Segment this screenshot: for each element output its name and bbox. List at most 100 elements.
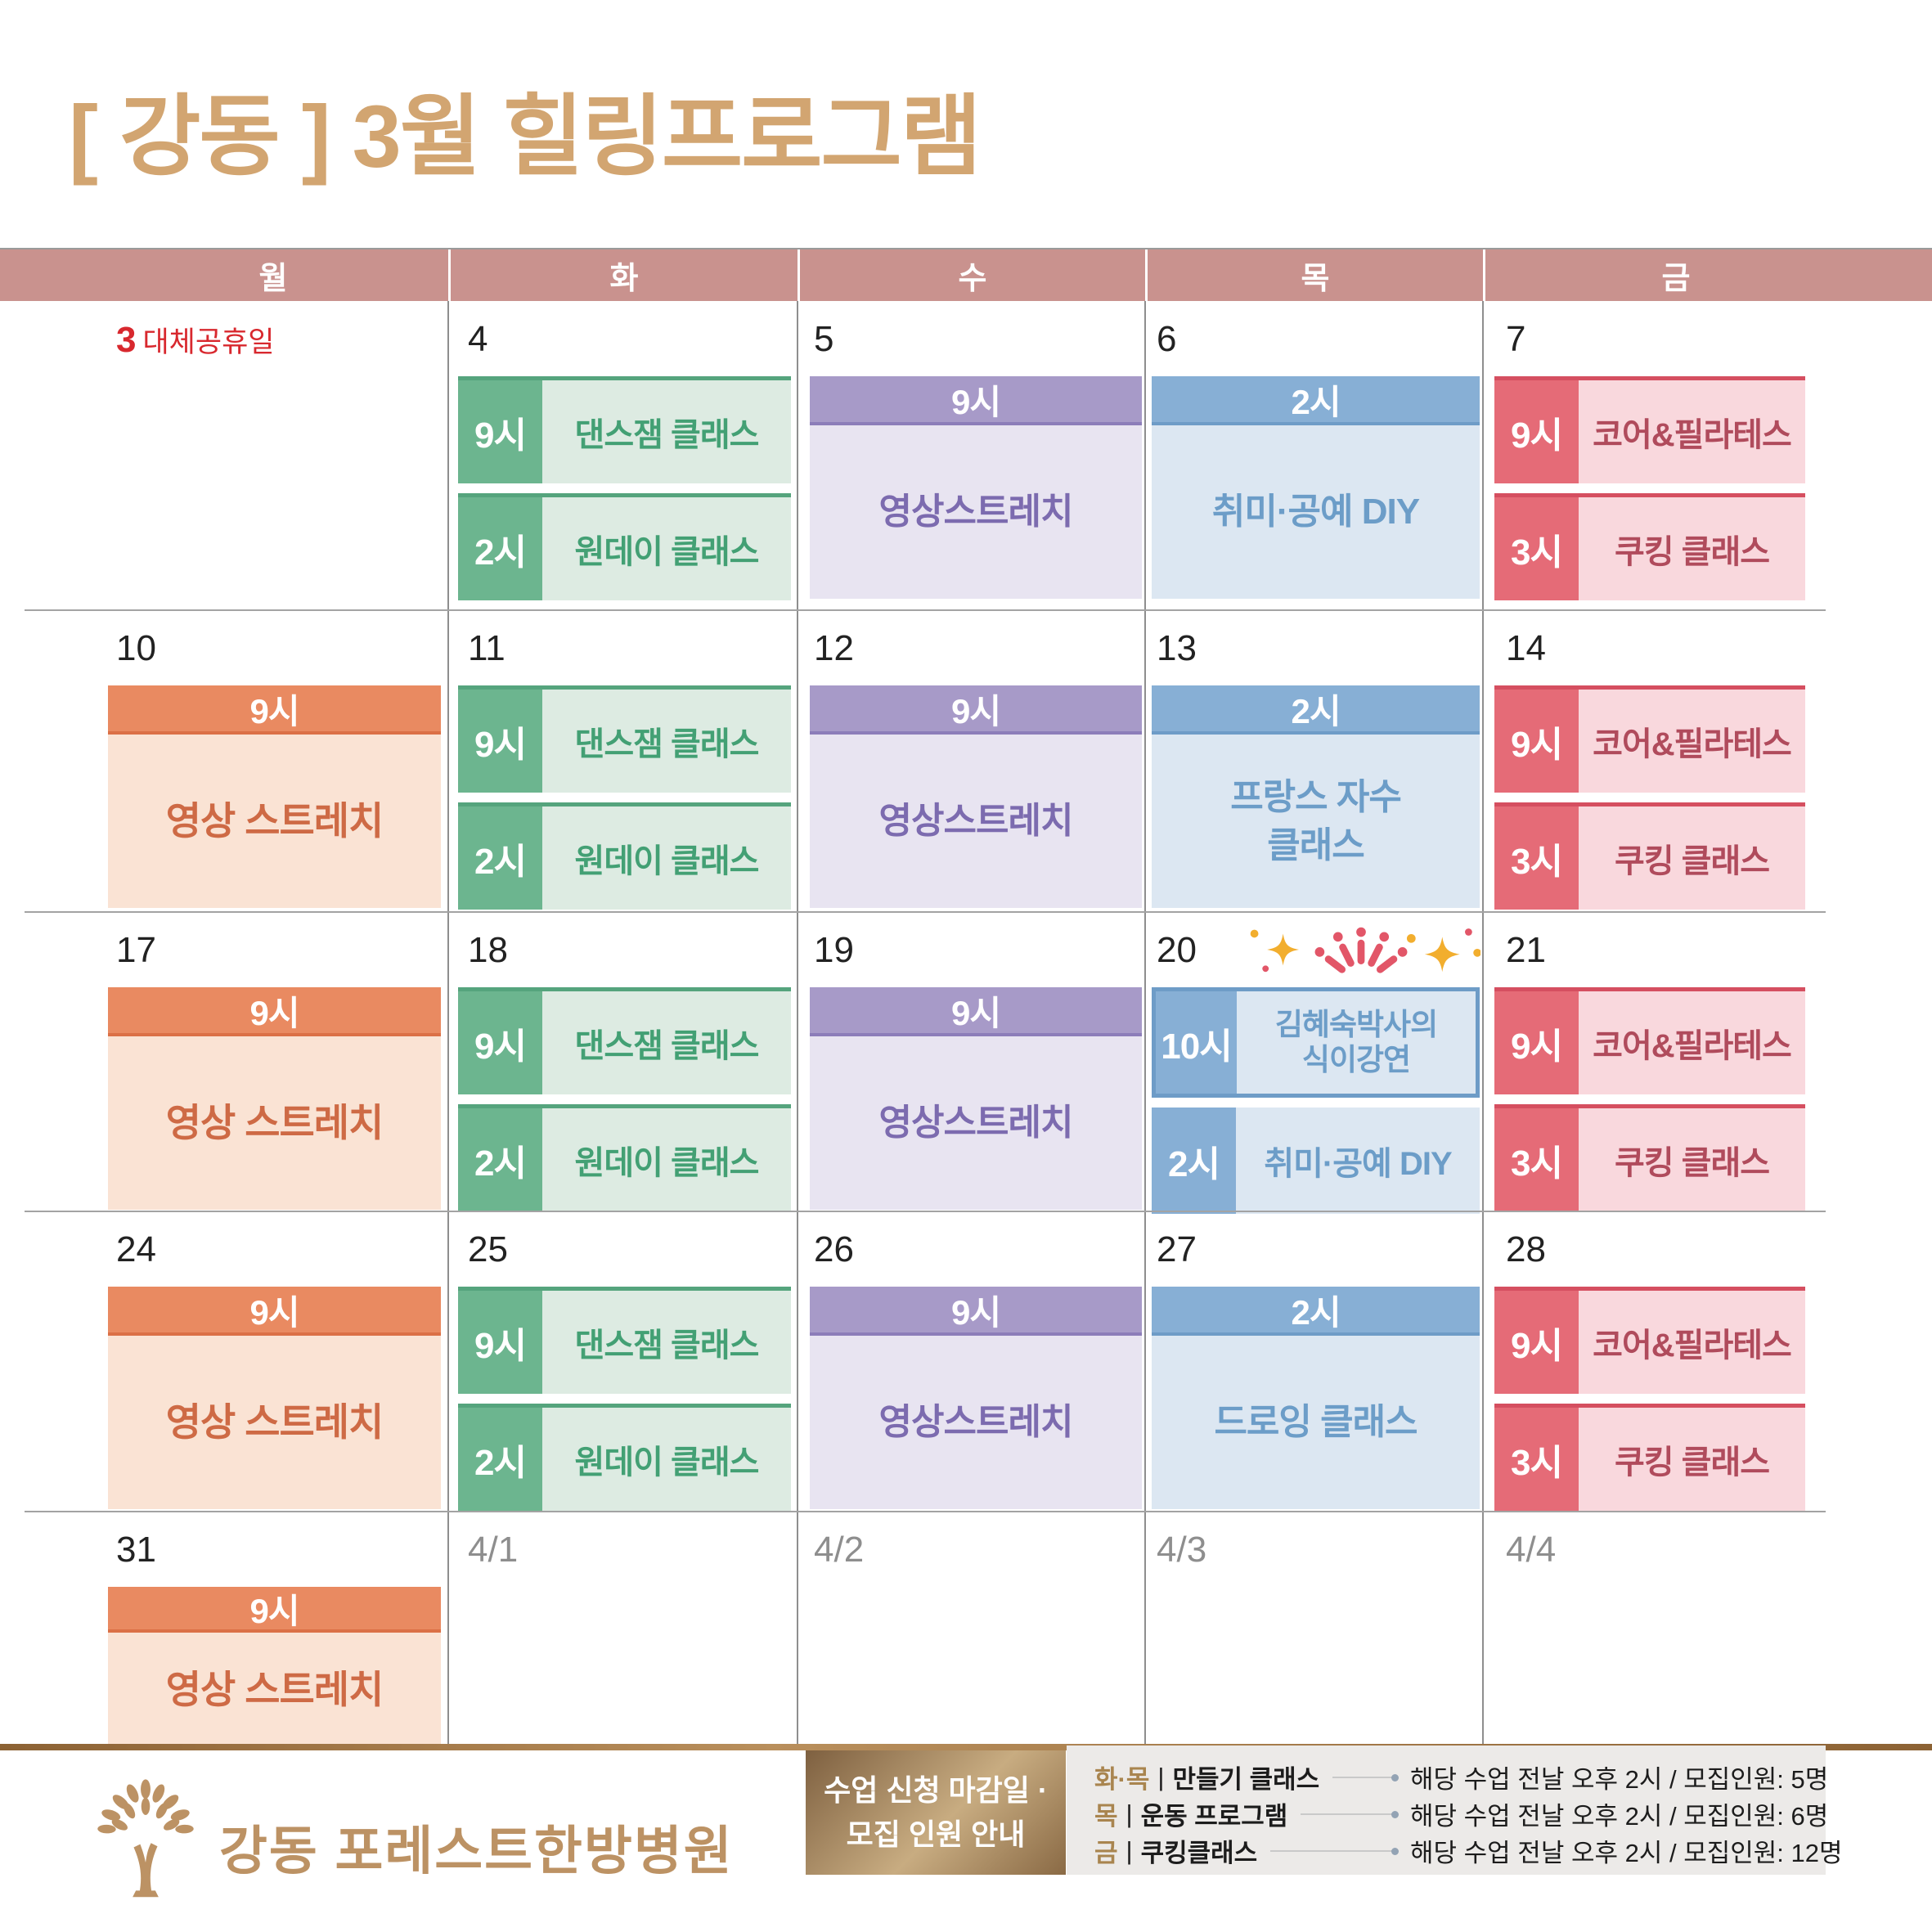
program-block: 9시 댄스잼 클래스 [458, 987, 791, 1094]
time-chip: 9시 [1494, 380, 1579, 483]
legend-connector-line [1270, 1847, 1399, 1855]
calendar-cell: 17 9시 영상 스트레치 [0, 912, 448, 1211]
program-blocks: 10시 김혜숙박사의 식이강연 2시 취미·공예 DIY [1152, 987, 1480, 1214]
program-body: 쿠킹 클래스 [1579, 1408, 1805, 1511]
holiday-note: 대체공휴일 [142, 326, 275, 358]
program-body: 원데이 클래스 [542, 497, 791, 600]
date-number: 4 [468, 319, 488, 359]
program-block: 9시 영상스트레치 [810, 376, 1142, 599]
calendar-cell: 21 9시 코어&필라테스 3시 쿠킹 클래스 [1483, 912, 1932, 1211]
time-chip: 9시 [810, 376, 1142, 425]
program-blocks: 9시 코어&필라테스 3시 쿠킹 클래스 [1494, 1287, 1805, 1511]
page-title: [ 강동 ] 3월 힐링프로그램 [69, 87, 982, 186]
program-blocks: 9시 영상스트레치 [810, 376, 1142, 599]
program-body: 댄스잼 클래스 [542, 690, 791, 793]
legend-info: 해당 수업 전날 오후 2시 / 모집인원: 12명 [1410, 1839, 1843, 1867]
hospital-name: 강동 포레스트한방병원 [219, 1822, 734, 1880]
program-block: 2시 취미·공예 DIY [1152, 1108, 1480, 1214]
program-title: 원데이 클래스 [574, 843, 760, 879]
time-chip: 2시 [1152, 1108, 1236, 1214]
program-blocks: 9시 코어&필라테스 3시 쿠킹 클래스 [1494, 685, 1805, 910]
time-chip: 9시 [810, 987, 1142, 1036]
program-body: 영상 스트레치 [108, 735, 441, 908]
grid-vline [1482, 301, 1484, 1744]
calendar-cell: 3 대체공휴일 [0, 301, 448, 610]
program-blocks: 2시 취미·공예 DIY [1152, 376, 1480, 599]
program-body: 코어&필라테스 [1579, 991, 1805, 1094]
notice-line-2: 모집 인원 안내 [846, 1817, 1026, 1851]
program-title-line: 클래스 [1267, 825, 1364, 865]
program-block: 9시 코어&필라테스 [1494, 1287, 1805, 1394]
date-label: 4 [468, 319, 798, 360]
date-number: 17 [116, 930, 156, 970]
date-label: 21 [1506, 930, 1932, 971]
program-body: 영상스트레치 [810, 1036, 1142, 1210]
calendar-grid: 3 대체공휴일 4 9시 댄스잼 클래스 2시 원데이 클래스 5 9시 영상스트레치 6 2시 취미·… [0, 301, 1932, 1747]
program-blocks: 9시 영상스트레치 [810, 1287, 1142, 1509]
time-chip: 9시 [1494, 991, 1579, 1094]
time-chip: 9시 [108, 1587, 441, 1633]
program-block: 2시 원데이 클래스 [458, 1404, 791, 1511]
program-body: 코어&필라테스 [1579, 380, 1805, 483]
program-title: 코어&필라테스 [1593, 417, 1792, 453]
program-blocks: 2시 드로잉 클래스 [1152, 1287, 1480, 1509]
program-title-line: 김혜숙박사의 [1274, 1007, 1438, 1041]
program-title: 영상스트레치 [878, 801, 1074, 842]
time-chip: 2시 [458, 1108, 542, 1211]
date-number: 26 [814, 1229, 854, 1269]
program-title: 원데이 클래스 [574, 1445, 760, 1480]
notice-line-1: 수업 신청 마감일 · [824, 1773, 1048, 1807]
date-number: 27 [1157, 1229, 1197, 1269]
date-label: 27 [1157, 1229, 1483, 1270]
program-title: 영상 스트레치 [165, 1668, 384, 1712]
date-number: 6 [1157, 319, 1177, 359]
calendar-cell: 20 10시 김혜숙박사의 식이강연 2시 취미·공예 DIY [1145, 912, 1483, 1214]
program-blocks: 9시 댄스잼 클래스 2시 원데이 클래스 [458, 685, 791, 910]
notice-box: 수업 신청 마감일 · 모집 인원 안내 [806, 1750, 1066, 1875]
date-label: 12 [814, 628, 1145, 669]
date-label: 13 [1157, 628, 1483, 669]
date-label: 7 [1506, 319, 1932, 360]
legend-info: 해당 수업 전날 오후 2시 / 모집인원: 6명 [1410, 1802, 1829, 1831]
date-number: 4/1 [468, 1530, 519, 1570]
date-number: 4/3 [1157, 1530, 1207, 1570]
calendar-cell: 26 9시 영상스트레치 [798, 1211, 1145, 1512]
grid-hline [25, 911, 1826, 913]
program-blocks: 9시 댄스잼 클래스 2시 원데이 클래스 [458, 987, 791, 1211]
time-chip: 10시 [1156, 991, 1237, 1094]
legend-days: 화·목 [1094, 1765, 1150, 1794]
calendar-cell: 13 2시 프랑스 자수 클래스 [1145, 610, 1483, 912]
program-blocks: 9시 영상스트레치 [810, 987, 1142, 1210]
program-body: 취미·공예 DIY [1152, 425, 1480, 599]
date-number: 12 [814, 628, 854, 668]
date-number: 4/4 [1506, 1530, 1557, 1570]
program-block: 2시 원데이 클래스 [458, 493, 791, 600]
program-title: 영상 스트레치 [165, 1400, 384, 1445]
weekday-mon: 월 [0, 249, 448, 301]
weekday-wed: 수 [800, 249, 1145, 301]
date-label: 4/3 [1157, 1530, 1483, 1570]
calendar-cell: 25 9시 댄스잼 클래스 2시 원데이 클래스 [448, 1211, 798, 1512]
program-block: 9시 영상 스트레치 [108, 987, 441, 1210]
time-chip: 9시 [108, 685, 441, 735]
legend-info: 해당 수업 전날 오후 2시 / 모집인원: 5명 [1410, 1765, 1829, 1794]
time-chip: 9시 [810, 685, 1142, 735]
calendar-cell: 5 9시 영상스트레치 [798, 301, 1145, 610]
program-block: 3시 쿠킹 클래스 [1494, 493, 1805, 600]
program-body: 원데이 클래스 [542, 806, 791, 910]
program-body: 쿠킹 클래스 [1579, 497, 1805, 600]
calendar-cell: 4/3 [1145, 1512, 1483, 1744]
program-block: 9시 영상스트레치 [810, 987, 1142, 1210]
grid-hline [25, 1211, 1826, 1212]
program-body: 영상스트레치 [810, 425, 1142, 599]
program-blocks: 9시 코어&필라테스 3시 쿠킹 클래스 [1494, 987, 1805, 1211]
date-number: 11 [468, 628, 505, 668]
program-title-line: 식이강연 [1301, 1042, 1411, 1076]
program-body: 영상 스트레치 [108, 1036, 441, 1210]
legend-separator: | [1126, 1799, 1133, 1828]
calendar-cell: 4 9시 댄스잼 클래스 2시 원데이 클래스 [448, 301, 798, 610]
program-blocks: 9시 영상 스트레치 [108, 1287, 441, 1509]
date-label: 19 [814, 930, 1145, 971]
